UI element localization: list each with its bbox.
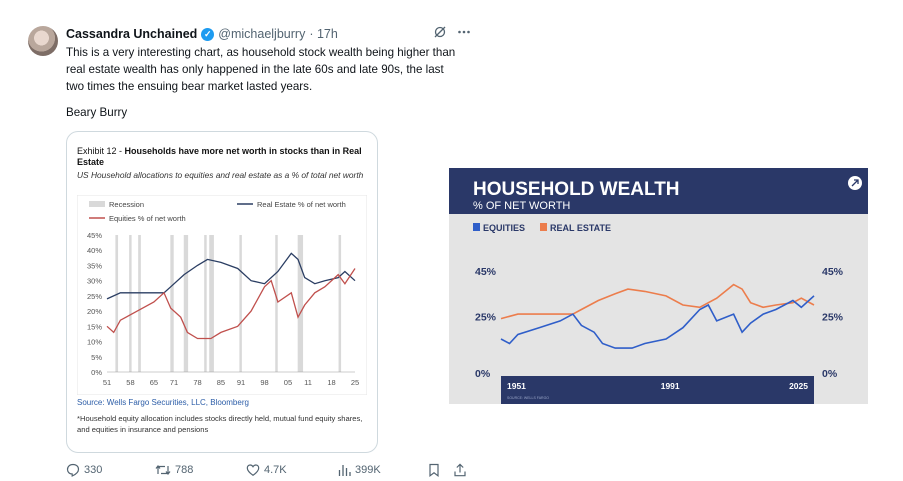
exhibit-label: Exhibit 12 - — [77, 146, 125, 156]
tweet-text: This is a very interesting chart, as hou… — [66, 44, 471, 95]
y-tick-label: 40% — [87, 246, 102, 255]
legend-equities-label: Equities % of net worth — [109, 214, 186, 223]
x-tick-label: 11 — [304, 378, 312, 387]
bookmark-button[interactable] — [428, 463, 440, 477]
legend-real-estate-label: Real Estate % of net worth — [257, 200, 346, 209]
recession-bar — [297, 235, 304, 372]
tweet-body: This is a very interesting chart, as hou… — [66, 46, 456, 93]
repost-count: 788 — [175, 464, 194, 476]
y-tick-label-left: 0% — [475, 368, 491, 380]
y-tick-label: 5% — [91, 353, 102, 362]
y-tick-label: 25% — [87, 292, 102, 301]
x-tick-label: 05 — [284, 378, 292, 387]
graphic-source: SOURCE: WELLS FARGO — [507, 396, 549, 400]
views-button[interactable]: 399K — [337, 463, 381, 477]
real-estate-line — [106, 252, 356, 300]
recession-bar — [170, 235, 174, 372]
x-tick-label: 71 — [170, 378, 178, 387]
exhibit-heading: Households have more net worth in stocks… — [77, 146, 362, 167]
exhibit-subtitle: US Household allocations to equities and… — [77, 170, 364, 180]
x-axis-band — [501, 376, 814, 404]
recession-bar — [129, 235, 132, 372]
y-tick-label-right: 0% — [822, 368, 838, 380]
x-tick-label: 25 — [351, 378, 359, 387]
y-tick-label: 10% — [87, 338, 102, 347]
x-tick-label: 58 — [126, 378, 134, 387]
bookmark-icon — [429, 463, 439, 477]
tweet-header: Cassandra Unchained ✓ @michaeljburry · 1… — [66, 27, 338, 41]
avatar[interactable] — [28, 26, 58, 56]
y-tick-label-right: 45% — [822, 266, 844, 278]
repost-icon — [155, 465, 171, 475]
x-tick-label: 85 — [217, 378, 225, 387]
recession-bar — [239, 235, 242, 372]
real-estate-line — [500, 283, 815, 320]
legend-real-estate-swatch — [540, 223, 547, 231]
reply-button[interactable]: 330 — [66, 463, 102, 477]
header-actions — [433, 25, 471, 42]
tweet-signoff: Beary Burry — [66, 106, 128, 119]
share-icon — [454, 463, 466, 477]
legend-recession-swatch — [89, 201, 105, 207]
recession-bar — [183, 235, 189, 372]
x-tick-label: 18 — [327, 378, 335, 387]
x-tick-label: 1991 — [661, 381, 680, 391]
share-button[interactable] — [453, 463, 467, 477]
legend-recession-label: Recession — [109, 200, 144, 209]
exhibit-image-card[interactable]: Exhibit 12 - Households have more net wo… — [66, 131, 378, 453]
expand-arrow-icon — [851, 179, 859, 187]
recession-bar — [138, 235, 141, 372]
x-tick-label: 78 — [193, 378, 201, 387]
x-tick-label: 51 — [103, 378, 111, 387]
heart-icon — [246, 464, 260, 477]
tweet-time[interactable]: · 17h — [309, 27, 338, 41]
x-tick-label: 1951 — [507, 381, 526, 391]
exhibit-note: *Household equity allocation includes st… — [77, 414, 363, 434]
recession-bar — [115, 235, 119, 372]
equities-line — [500, 295, 815, 349]
x-tick-label: 65 — [150, 378, 158, 387]
graphic-subtitle: % OF NET WORTH — [473, 200, 570, 212]
y-tick-label: 30% — [87, 277, 102, 286]
recession-bar — [338, 235, 342, 372]
recession-bar — [209, 235, 214, 372]
y-tick-label-left: 25% — [475, 311, 497, 323]
chart-frame — [77, 195, 367, 395]
reply-icon — [66, 463, 80, 477]
views-count: 399K — [355, 464, 381, 476]
views-icon — [338, 465, 351, 476]
legend-equities-swatch — [473, 223, 480, 231]
y-tick-label: 15% — [87, 322, 102, 331]
y-tick-label: 45% — [87, 231, 102, 240]
household-wealth-chart[interactable]: HOUSEHOLD WEALTH% OF NET WORTH EQUITIES RE… — [449, 168, 868, 404]
x-tick-label: 98 — [260, 378, 268, 387]
y-tick-label: 20% — [87, 307, 102, 316]
legend-equities-label: EQUITIES — [483, 223, 525, 233]
x-tick-label: 91 — [237, 378, 245, 387]
graphic-header-band — [449, 168, 868, 214]
more-icon[interactable] — [457, 25, 471, 42]
x-tick-label: 2025 — [789, 381, 808, 391]
tweet-actions: 330 788 4.7K 399K — [66, 463, 471, 479]
like-button[interactable]: 4.7K — [246, 463, 287, 477]
y-tick-label-left: 45% — [475, 266, 497, 278]
exhibit-title: Exhibit 12 - Households have more net wo… — [77, 146, 367, 168]
author-name[interactable]: Cassandra Unchained — [66, 27, 198, 41]
y-tick-label-right: 25% — [822, 311, 844, 323]
like-count: 4.7K — [264, 464, 287, 476]
recession-bar — [275, 235, 278, 372]
reply-count: 330 — [84, 464, 103, 476]
graphic-title: HOUSEHOLD WEALTH — [473, 179, 680, 200]
verified-badge-icon: ✓ — [201, 27, 215, 41]
y-tick-label: 35% — [87, 261, 102, 270]
recession-bar — [204, 235, 207, 372]
repost-button[interactable]: 788 — [155, 463, 193, 477]
exhibit-chart: Recession Real Estate % of net worth Equit… — [77, 195, 367, 395]
author-handle[interactable]: @michaeljburry — [218, 27, 306, 41]
exhibit-source: Source: Wells Fargo Securities, LLC, Blo… — [77, 398, 249, 407]
grok-icon[interactable] — [433, 25, 447, 42]
equities-line — [106, 268, 356, 340]
legend-real-estate-label: REAL ESTATE — [550, 223, 611, 233]
y-tick-label: 0% — [91, 368, 102, 377]
